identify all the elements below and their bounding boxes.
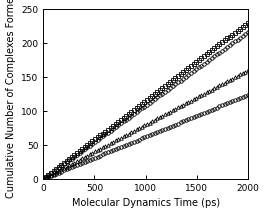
X-axis label: Molecular Dynamics Time (ps): Molecular Dynamics Time (ps) (72, 198, 220, 208)
Y-axis label: Cumulative Number of Complexes Formed: Cumulative Number of Complexes Formed (6, 0, 16, 198)
